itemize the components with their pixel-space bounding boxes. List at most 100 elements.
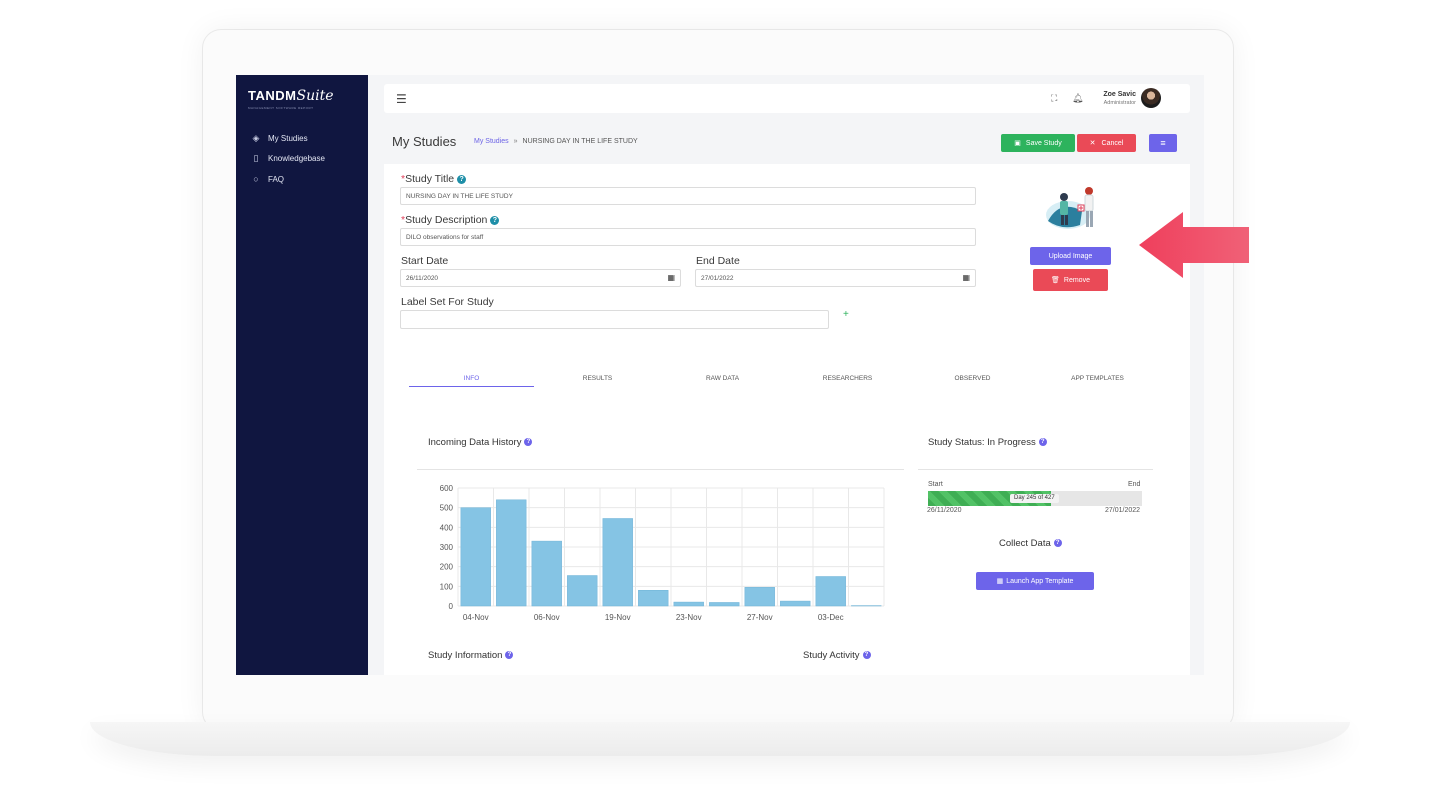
collect-data-title: Collect Data? [999, 538, 1062, 549]
fullscreen-icon[interactable]: ⛶ [1051, 93, 1058, 103]
end-date-value: 27/01/2022 [701, 274, 734, 282]
collect-data-title-text: Collect Data [999, 538, 1051, 549]
sidebar-item-faq[interactable]: ○ FAQ [250, 169, 325, 190]
tab-results[interactable]: RESULTS [582, 375, 613, 382]
save-study-label: Save Study [1025, 139, 1062, 147]
start-date-input[interactable]: 26/11/2020 ▦ [400, 269, 681, 287]
hamburger-icon[interactable]: ☰ [396, 92, 407, 106]
study-progress-bar: Day 245 of 427 [928, 491, 1142, 506]
tab-raw-data[interactable]: RAW DATA [705, 375, 740, 382]
grid-icon: ▦ [996, 578, 1004, 585]
divider [417, 469, 904, 470]
x-tick-label: 03-Dec [818, 613, 844, 622]
x-tick-label: 04-Nov [463, 613, 489, 622]
label-set-label: Label Set For Study [401, 296, 494, 308]
help-icon[interactable]: ? [1053, 539, 1062, 548]
breadcrumb-current: NURSING DAY IN THE LIFE STUDY [522, 138, 638, 145]
incoming-data-title: Incoming Data History? [428, 437, 533, 448]
study-status-title: Study Status: In Progress? [928, 437, 1047, 448]
logo-main-text: TANDM [248, 88, 297, 103]
help-icon[interactable]: ? [457, 174, 467, 184]
user-role: Administrator [1103, 100, 1136, 106]
chart-bar [638, 590, 669, 607]
help-icon[interactable]: ? [862, 651, 871, 660]
chat-icon: ○ [253, 174, 259, 185]
tab-researchers[interactable]: RESEARCHERS [822, 375, 873, 382]
add-label-set-button[interactable]: + [843, 309, 849, 320]
study-title-label: *Study Title? [401, 173, 467, 185]
chart-bar [460, 507, 491, 607]
end-date-input[interactable]: 27/01/2022 ▦ [695, 269, 976, 287]
save-study-button[interactable]: ▣ Save Study [1001, 134, 1075, 152]
help-icon[interactable]: ? [524, 438, 533, 447]
study-status-title-text: Study Status: In Progress [928, 437, 1036, 448]
sidebar-item-label: FAQ [268, 174, 285, 184]
y-tick-label: 300 [440, 543, 454, 552]
sidebar-item-label: Knowledgebase [268, 154, 325, 164]
bell-icon[interactable]: 🔔︎ [1072, 93, 1084, 103]
upload-image-button[interactable]: Upload Image [1030, 247, 1111, 265]
label-set-select[interactable] [400, 310, 829, 329]
avatar[interactable] [1141, 88, 1161, 108]
study-title-value: NURSING DAY IN THE LIFE STUDY [406, 192, 513, 200]
x-tick-label: 23-Nov [676, 613, 702, 622]
required-mark: * [401, 173, 406, 185]
help-icon[interactable]: ? [505, 651, 514, 660]
chart-bar [567, 575, 598, 607]
progress-start-label: Start [928, 481, 943, 488]
chart-bar [815, 576, 846, 607]
user-name: Zoe Savic [1103, 91, 1136, 98]
bookmark-icon: ▯ [253, 153, 259, 164]
remove-image-button[interactable]: 🗑︎ Remove [1033, 269, 1108, 291]
remove-image-label: Remove [1063, 276, 1090, 284]
start-date-label: Start Date [401, 255, 449, 267]
logo-script-text: Suite [296, 88, 334, 104]
sidebar: TANDMSuite MANAGEMENT SOFTWARE REPORT ◈ … [236, 75, 368, 675]
study-title-label-text: Study Title [405, 173, 455, 185]
laptop-base [90, 722, 1350, 756]
cancel-label: Cancel [1101, 139, 1124, 147]
sidebar-item-label: My Studies [268, 133, 308, 143]
study-illustration [1046, 187, 1094, 229]
end-date-label: End Date [696, 255, 740, 267]
cancel-button[interactable]: ✕ Cancel [1077, 134, 1136, 152]
tab-observed[interactable]: OBSERVED [954, 375, 991, 382]
trash-icon: 🗑︎ [1051, 277, 1060, 284]
required-mark: * [401, 214, 406, 226]
study-description-label-text: Study Description [405, 214, 488, 226]
y-tick-label: 600 [440, 484, 454, 493]
page-title: My Studies [392, 134, 457, 149]
chart-bar [709, 602, 740, 607]
chart-bar [496, 499, 527, 607]
sidebar-nav: ◈ My Studies ▯ Knowledgebase ○ FAQ [250, 128, 325, 190]
study-information-title-text: Study Information [428, 650, 503, 661]
progress-end-label: End [1128, 481, 1141, 488]
app-screen: TANDMSuite MANAGEMENT SOFTWARE REPORT ◈ … [236, 75, 1204, 675]
breadcrumb: My Studies » NURSING DAY IN THE LIFE STUDY [474, 138, 638, 145]
study-activity-title: Study Activity? [803, 650, 871, 661]
floppy-icon: ▣ [1014, 140, 1021, 147]
study-description-input[interactable]: DILO observations for staff [400, 228, 976, 246]
help-icon[interactable]: ? [490, 215, 500, 225]
tab-info[interactable]: INFO [463, 375, 480, 382]
study-activity-title-text: Study Activity [803, 650, 860, 661]
breadcrumb-link[interactable]: My Studies [474, 138, 509, 145]
help-icon[interactable]: ? [1038, 438, 1047, 447]
sidebar-item-my-studies[interactable]: ◈ My Studies [250, 128, 325, 149]
calendar-icon[interactable]: ▦ [667, 273, 675, 282]
upload-image-label: Upload Image [1048, 252, 1093, 260]
menu-button[interactable]: ≡ [1149, 134, 1177, 152]
calendar-icon[interactable]: ▦ [962, 273, 970, 282]
study-description-label: *Study Description? [401, 214, 500, 226]
launch-app-template-button[interactable]: ▦ Launch App Template [976, 572, 1094, 590]
chart-bar [531, 540, 562, 607]
incoming-data-title-text: Incoming Data History [428, 437, 522, 448]
study-title-input[interactable]: NURSING DAY IN THE LIFE STUDY [400, 187, 976, 205]
tab-app-templates[interactable]: APP TEMPLATES [1071, 375, 1124, 382]
sidebar-item-knowledgebase[interactable]: ▯ Knowledgebase [250, 149, 325, 170]
study-progress-label: Day 245 of 427 [1010, 494, 1059, 503]
y-tick-label: 500 [440, 504, 454, 513]
app-logo[interactable]: TANDMSuite MANAGEMENT SOFTWARE REPORT [248, 87, 333, 110]
progress-start-date: 26/11/2020 [927, 507, 962, 514]
divider [918, 469, 1153, 470]
